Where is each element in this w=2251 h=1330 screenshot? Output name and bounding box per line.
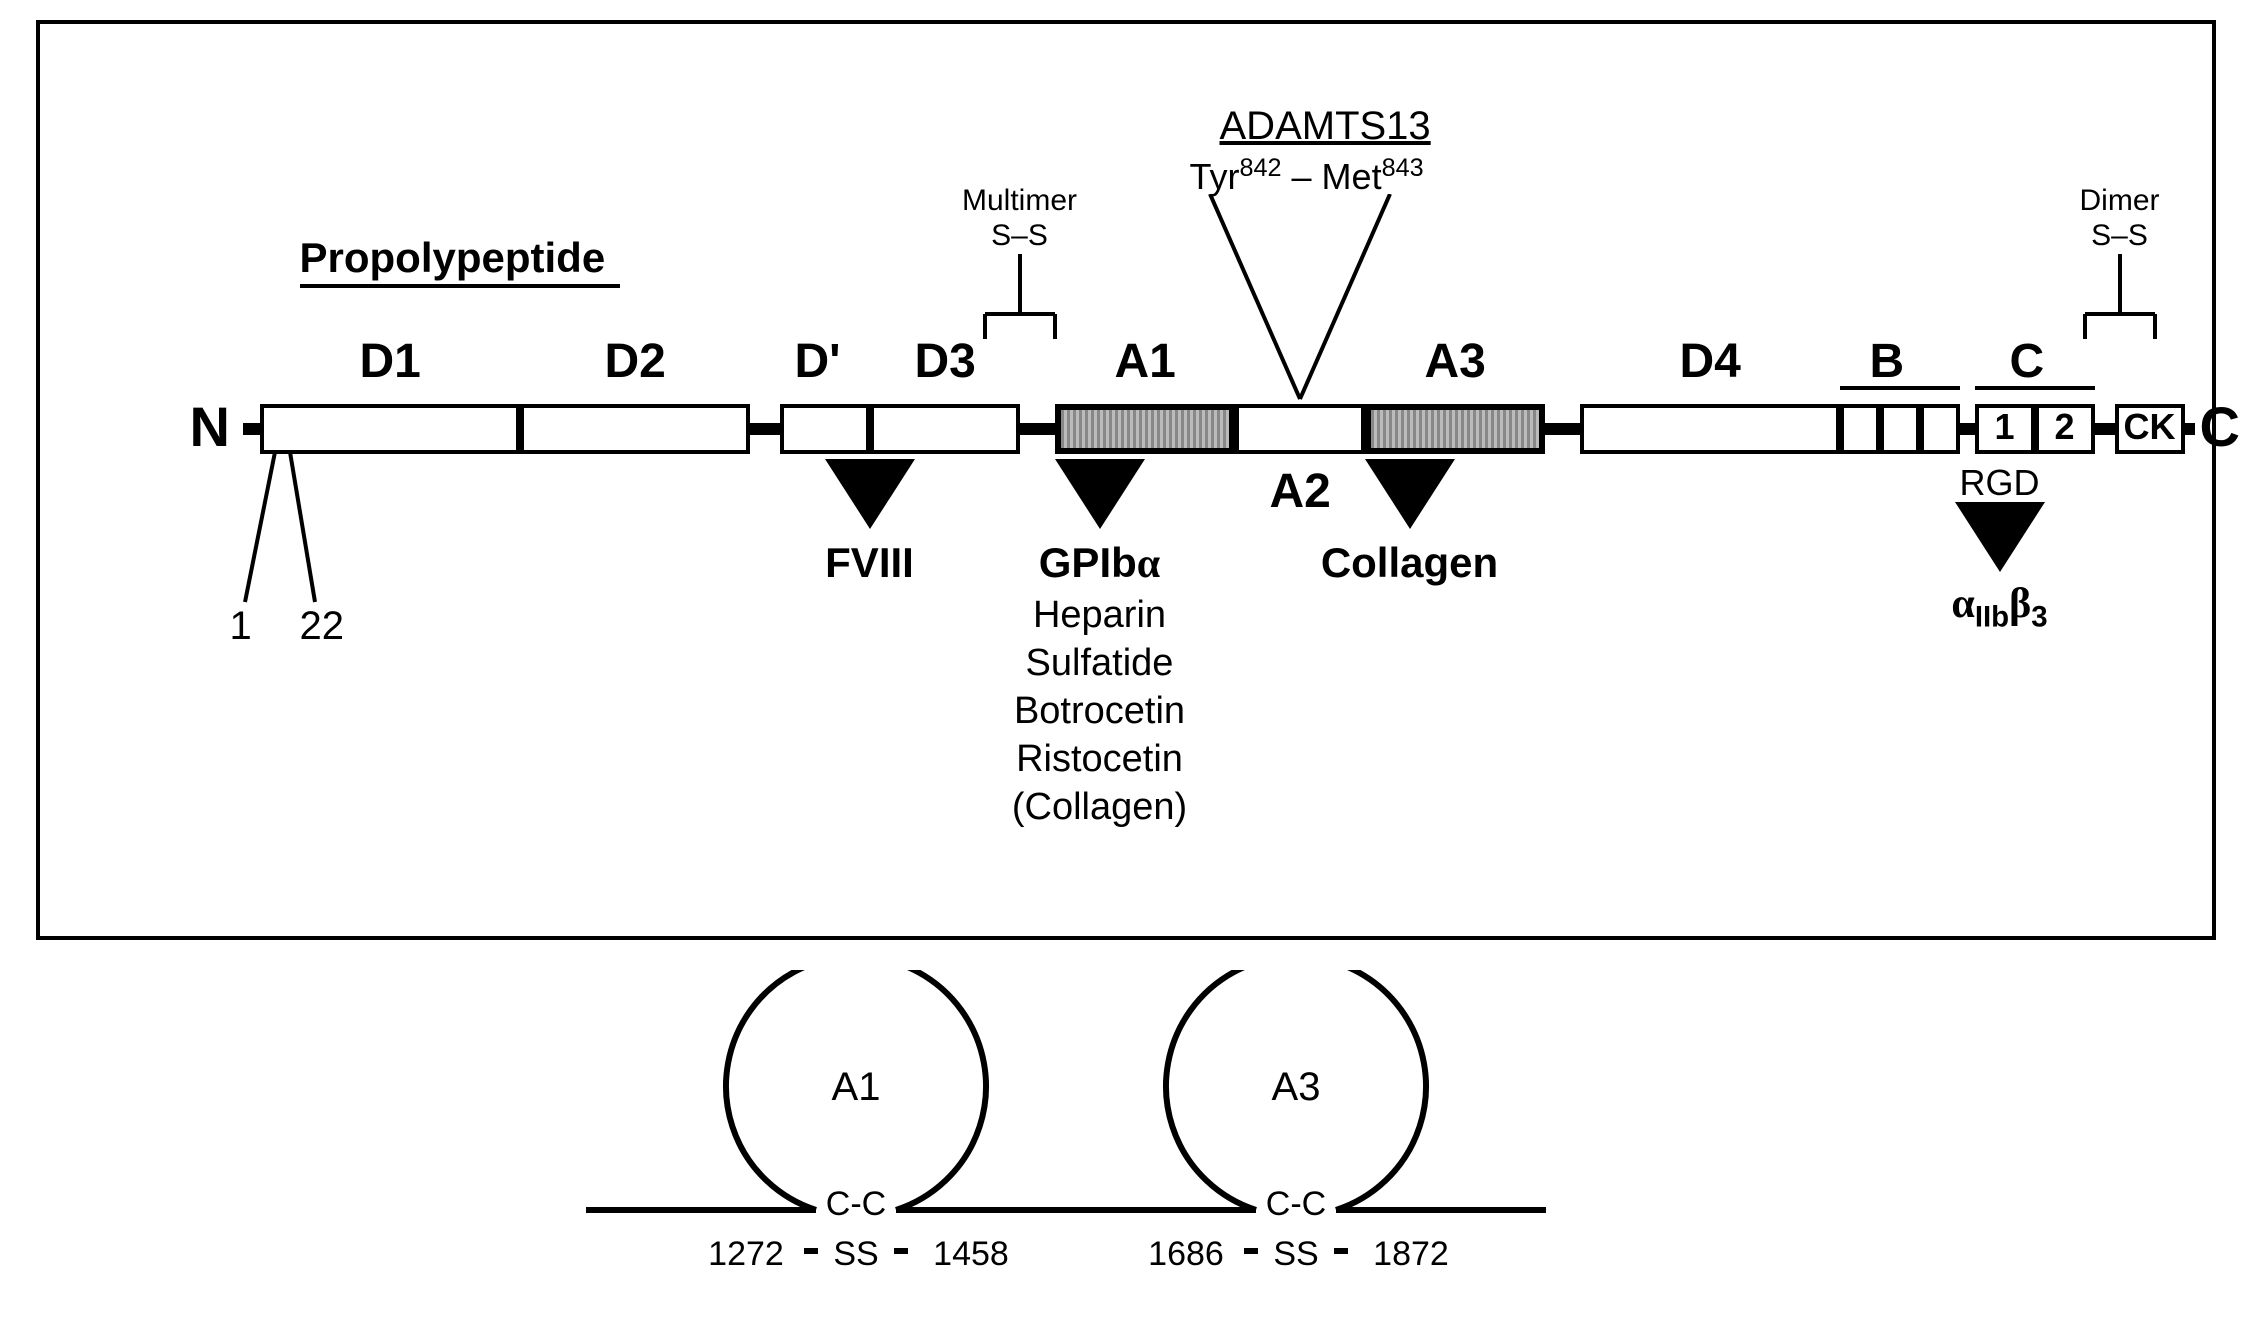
- c-terminal-label: C: [2200, 394, 2240, 459]
- domain-label-C1: 1: [1975, 406, 2035, 448]
- svg-text:1458: 1458: [933, 1235, 1009, 1273]
- domain-label-A1: A1: [1115, 334, 1176, 389]
- loop-svg: A1 C-C 1272 1458 SS A3 C-C 1686 1872 SS: [526, 970, 1726, 1310]
- connector: [1020, 423, 1055, 435]
- adamts-cleavage: Tyr842 – Met843: [1190, 154, 1424, 198]
- domain-diagram: NPropolypeptide 122D1D2D'D3A1A2A3D412CKC…: [40, 24, 2212, 936]
- domain-label-D3: D3: [915, 334, 976, 389]
- domain-box-A1: [1055, 404, 1235, 454]
- svg-text:1686: 1686: [1148, 1235, 1224, 1273]
- n-terminal-v: [235, 452, 345, 622]
- pos-1: 1: [230, 604, 252, 649]
- binding-below-1-0: Heparin: [990, 594, 1210, 637]
- dimer-label: Dimer: [2050, 184, 2190, 218]
- binding-primary-3: αIIbβ3: [1890, 579, 2110, 634]
- group-underline-B: [1840, 386, 1960, 390]
- domain-box-B1: [1840, 404, 1880, 454]
- binding-primary-2: Collagen: [1300, 539, 1520, 587]
- domain-box-D3: [870, 404, 1020, 454]
- group-label-C: C: [2010, 334, 2045, 389]
- svg-text:1872: 1872: [1373, 1235, 1449, 1273]
- domain-box-A3: [1365, 404, 1545, 454]
- binding-primary-1: GPIbα: [990, 539, 1210, 588]
- domain-box-A2: [1235, 404, 1365, 454]
- pos-22: 22: [300, 604, 345, 649]
- adamts-title: ADAMTS13: [1220, 104, 1431, 149]
- svg-text:C-C: C-C: [825, 1185, 885, 1223]
- svg-text:A3: A3: [1271, 1065, 1320, 1109]
- svg-text:1272: 1272: [708, 1235, 784, 1273]
- connector: [2095, 423, 2115, 435]
- domain-label-A3: A3: [1425, 334, 1486, 389]
- connector: [1545, 423, 1580, 435]
- binding-triangle-2: [1365, 459, 1455, 529]
- propolypeptide-label: Propolypeptide: [300, 234, 606, 282]
- multimer-bracket: [975, 254, 1065, 404]
- propolypeptide-underline: [300, 284, 620, 288]
- domain-label-Dp: D': [795, 334, 841, 389]
- domain-label-D1: D1: [360, 334, 421, 389]
- connector: [243, 423, 260, 435]
- adamts-v: [1180, 194, 1420, 404]
- svg-text:A1: A1: [831, 1065, 880, 1109]
- multimer-label: Multimer: [950, 184, 1090, 218]
- connector: [750, 423, 780, 435]
- dimer-ss: S–S: [2070, 219, 2170, 253]
- binding-below-1-1: Sulfatide: [990, 642, 1210, 685]
- binding-below-1-2: Botrocetin: [990, 690, 1210, 733]
- multimer-ss: S–S: [970, 219, 1070, 253]
- domain-box-D1: [260, 404, 520, 454]
- domain-label-A2: A2: [1270, 464, 1331, 519]
- binding-below-1-4: (Collagen): [990, 786, 1210, 829]
- dimer-bracket: [2075, 254, 2165, 404]
- rgd-label: RGD: [1960, 462, 2040, 504]
- domain-label-D2: D2: [605, 334, 666, 389]
- n-terminal-label: N: [190, 394, 230, 459]
- connector: [1960, 423, 1975, 435]
- domain-diagram-frame: NPropolypeptide 122D1D2D'D3A1A2A3D412CKC…: [36, 20, 2216, 940]
- domain-label-C2: 2: [2035, 406, 2095, 448]
- binding-triangle-3: [1955, 502, 2045, 572]
- binding-triangle-1: [1055, 459, 1145, 529]
- domain-box-D2: [520, 404, 750, 454]
- svg-text:C-C: C-C: [1265, 1185, 1325, 1223]
- domain-box-B3: [1920, 404, 1960, 454]
- binding-below-1-3: Ristocetin: [990, 738, 1210, 781]
- svg-text:SS: SS: [1273, 1235, 1318, 1273]
- domain-label-CK: CK: [2115, 406, 2185, 448]
- domain-label-D4: D4: [1680, 334, 1741, 389]
- domain-box-B2: [1880, 404, 1920, 454]
- domain-box-D4: [1580, 404, 1840, 454]
- loop-diagram: A1 C-C 1272 1458 SS A3 C-C 1686 1872 SS: [526, 970, 1726, 1310]
- connector: [2185, 423, 2195, 435]
- domain-box-Dp: [780, 404, 870, 454]
- binding-primary-0: FVIII: [760, 539, 980, 587]
- group-label-B: B: [1870, 334, 1905, 389]
- svg-text:SS: SS: [833, 1235, 878, 1273]
- binding-triangle-0: [825, 459, 915, 529]
